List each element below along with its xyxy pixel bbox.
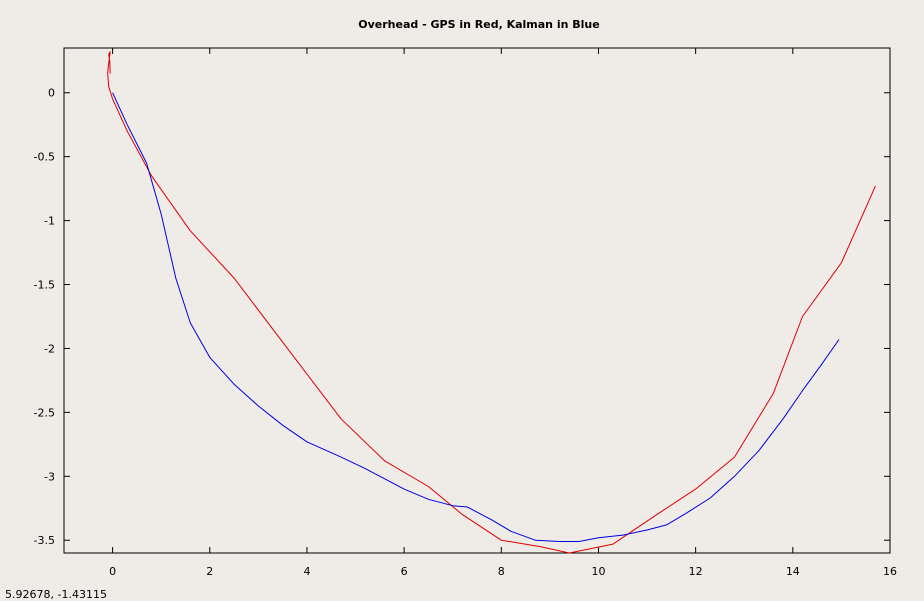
y-tick-label: 0 <box>48 87 55 100</box>
x-tick-label: 0 <box>109 565 116 578</box>
x-tick-label: 14 <box>786 565 800 578</box>
plot-frame <box>63 47 891 554</box>
y-tick-label: -1.5 <box>34 279 55 292</box>
series-group <box>107 51 876 554</box>
x-tick-label: 16 <box>883 565 897 578</box>
series-line-kalman-blue <box>112 92 840 542</box>
x-tick-label: 8 <box>498 565 505 578</box>
x-tick-label: 12 <box>689 565 703 578</box>
y-tick-label: -2 <box>44 342 55 355</box>
x-tick-label: 4 <box>303 565 310 578</box>
y-tick-label: -3.5 <box>34 534 55 547</box>
series-line-gps-red <box>107 51 876 554</box>
cursor-coordinate-readout: 5.92678, -1.43115 <box>5 588 107 601</box>
y-tick-label: -1 <box>44 215 55 228</box>
y-tick-label: -0.5 <box>34 151 55 164</box>
x-tick-label: 6 <box>401 565 408 578</box>
chart-title: Overhead - GPS in Red, Kalman in Blue <box>358 18 599 31</box>
axis-ticks: 0 2 4 6 8 10 12 14 16 0 -0.5 -1 -1.5 -2 -2.5 -3 -3.5 <box>34 48 897 578</box>
x-tick-label: 10 <box>591 565 605 578</box>
y-tick-label: -2.5 <box>34 406 55 419</box>
x-tick-label: 2 <box>206 565 213 578</box>
y-tick-label: -3 <box>44 470 55 483</box>
